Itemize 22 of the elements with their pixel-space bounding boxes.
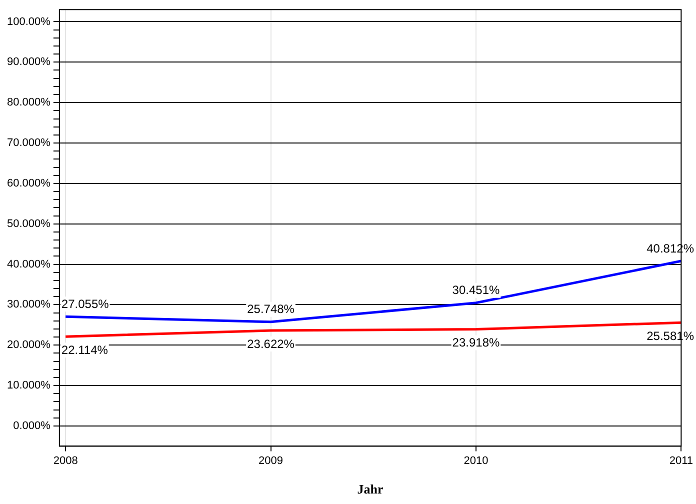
y-tick-label: 30.000% <box>6 298 51 311</box>
y-tick-label: 80.000% <box>6 96 51 109</box>
y-tick-label: 90.000% <box>6 56 51 68</box>
y-tick-label: 10.000% <box>6 380 51 392</box>
y-tick-label: 40.000% <box>6 258 51 270</box>
y-tick-label: 20.000% <box>6 339 51 352</box>
x-tick-label: 2009 <box>258 454 284 467</box>
data-label: 30.451% <box>452 283 500 298</box>
y-tick-label: 70.000% <box>6 137 51 150</box>
x-axis-title: Jahr <box>357 482 384 497</box>
x-tick-label: 2011 <box>669 454 693 467</box>
y-tick-label: 0.000% <box>13 420 51 432</box>
data-label: 25.748% <box>247 302 295 316</box>
data-label: 23.622% <box>247 336 295 351</box>
y-tick-label: 100.00% <box>6 16 51 28</box>
data-label: 27.055% <box>61 296 110 311</box>
y-tick-label: 60.000% <box>6 177 51 190</box>
data-label: 23.918% <box>452 336 500 350</box>
y-tick-label: 50.000% <box>6 218 51 230</box>
data-label: 22.114% <box>61 342 108 357</box>
x-tick-label: 2008 <box>53 454 78 467</box>
x-tick-label: 2010 <box>464 454 488 467</box>
